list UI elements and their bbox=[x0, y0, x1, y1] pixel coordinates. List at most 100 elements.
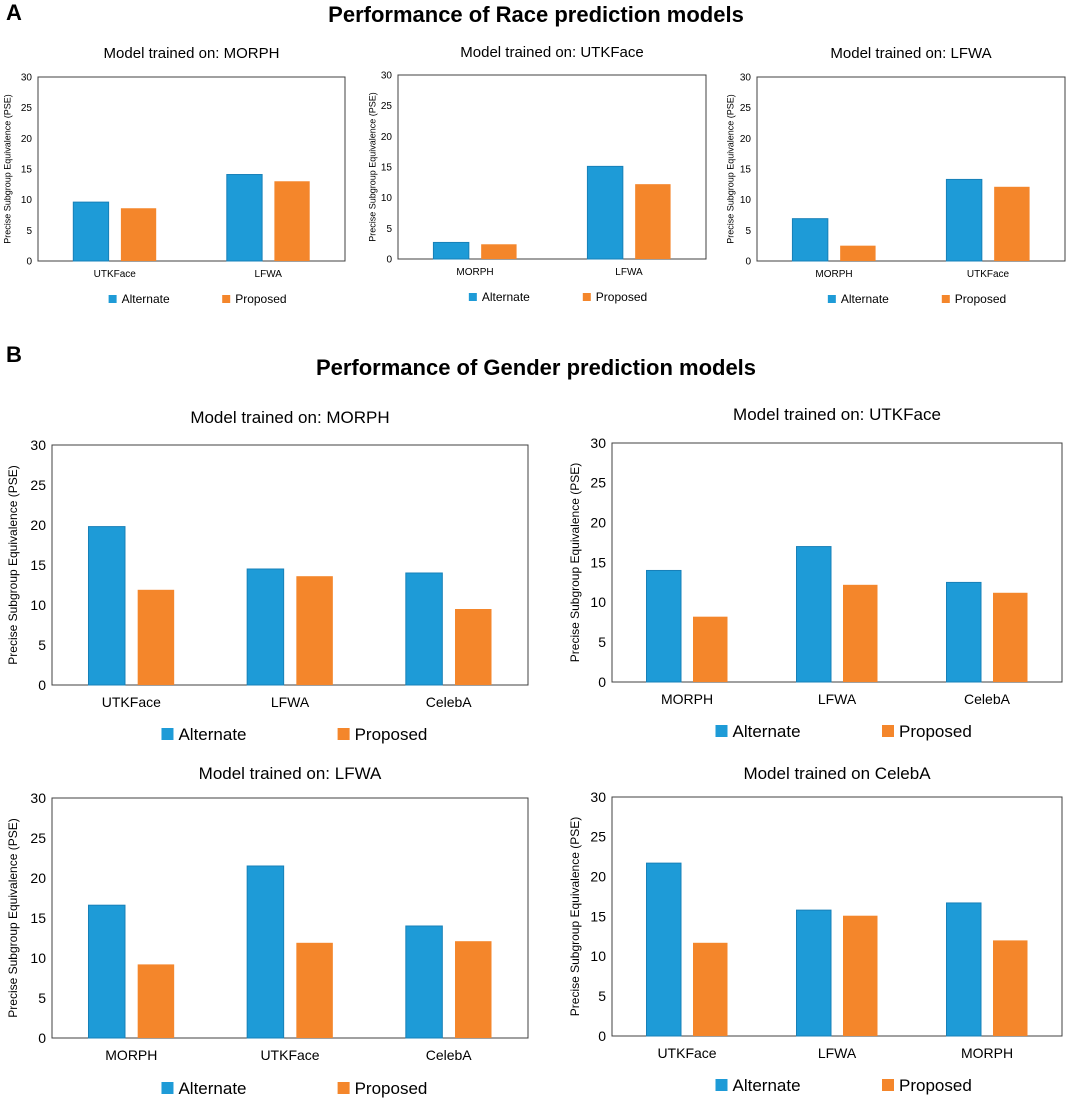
y-tick-label: 30 bbox=[30, 437, 46, 453]
x-tick-label: UTKFace bbox=[260, 1047, 319, 1063]
bar-proposed-celeba bbox=[455, 609, 492, 685]
y-tick-label: 0 bbox=[745, 257, 751, 268]
bar-proposed-morph bbox=[993, 940, 1028, 1036]
bar-alternate-morph bbox=[946, 902, 982, 1037]
x-tick-label: UTKFace bbox=[94, 269, 137, 280]
bar-alternate-morph bbox=[432, 241, 470, 260]
x-tick-label: UTKFace bbox=[967, 269, 1010, 280]
x-tick-label: MORPH bbox=[456, 267, 493, 278]
y-tick-label: 15 bbox=[30, 557, 46, 573]
bar-proposed-utkface bbox=[693, 942, 728, 1036]
x-tick-label: LFWA bbox=[255, 269, 283, 280]
y-tick-label: 5 bbox=[386, 224, 392, 235]
legend-swatch-proposed bbox=[941, 295, 950, 303]
y-tick-label: 25 bbox=[21, 103, 33, 114]
y-tick-label: 10 bbox=[30, 597, 46, 613]
legend-label-alternate: Alternate bbox=[178, 725, 246, 744]
bar-proposed-utkface bbox=[137, 589, 175, 685]
y-tick-label: 5 bbox=[598, 634, 606, 650]
legend-swatch-alternate bbox=[161, 728, 174, 740]
x-tick-label: MORPH bbox=[661, 691, 713, 707]
chart-title: Model trained on: UTKFace bbox=[733, 405, 941, 424]
x-tick-label: LFWA bbox=[615, 267, 643, 278]
legend-label-alternate: Alternate bbox=[482, 290, 530, 304]
y-tick-label: 25 bbox=[590, 829, 606, 845]
bar-alternate-morph bbox=[646, 569, 682, 683]
y-tick-label: 5 bbox=[38, 637, 46, 653]
bar-proposed-lfwa bbox=[843, 915, 878, 1036]
chart-title: Model trained on: LFWA bbox=[199, 764, 382, 783]
y-tick-label: 15 bbox=[590, 554, 606, 570]
y-tick-label: 5 bbox=[745, 226, 751, 237]
y-axis-label: Precise Subgroup Equivalence (PSE) bbox=[568, 817, 582, 1016]
y-tick-label: 20 bbox=[30, 870, 46, 886]
y-tick-label: 25 bbox=[381, 101, 393, 112]
legend-swatch-proposed bbox=[337, 728, 350, 740]
plot-frame bbox=[51, 797, 529, 1039]
plot-frame bbox=[37, 76, 346, 262]
x-tick-label: MORPH bbox=[961, 1045, 1013, 1061]
y-tick-label: 20 bbox=[30, 517, 46, 533]
panel-b-title: Performance of Gender prediction models bbox=[315, 355, 757, 380]
x-tick-label: LFWA bbox=[818, 1045, 857, 1061]
x-tick-label: CelebA bbox=[426, 694, 473, 710]
y-axis-label: Precise Subgroup Equivalence (PSE) bbox=[725, 94, 735, 244]
y-axis-label: Precise Subgroup Equivalence (PSE) bbox=[6, 465, 20, 664]
bar-proposed-lfwa bbox=[296, 576, 333, 685]
y-tick-label: 30 bbox=[30, 790, 46, 806]
x-tick-label: LFWA bbox=[271, 694, 310, 710]
y-tick-label: 20 bbox=[590, 869, 606, 885]
legend-label-proposed: Proposed bbox=[355, 1079, 428, 1098]
plot-frame bbox=[397, 74, 707, 260]
bar-alternate-utkface bbox=[72, 201, 110, 262]
y-tick-label: 0 bbox=[598, 674, 606, 690]
bar-proposed-lfwa bbox=[843, 584, 878, 682]
y-tick-label: 0 bbox=[386, 255, 392, 266]
bar-proposed-utkface bbox=[296, 942, 333, 1038]
y-tick-label: 10 bbox=[590, 948, 606, 964]
chart-title: Model trained on: MORPH bbox=[104, 45, 280, 62]
bar-alternate-celeba bbox=[405, 925, 443, 1039]
y-tick-label: 25 bbox=[590, 475, 606, 491]
y-tick-label: 5 bbox=[598, 988, 606, 1004]
y-tick-label: 0 bbox=[26, 257, 32, 268]
y-tick-label: 30 bbox=[590, 435, 606, 451]
legend-label-alternate: Alternate bbox=[733, 722, 801, 741]
bar-alternate-lfwa bbox=[226, 174, 263, 262]
bar-proposed-morph bbox=[137, 964, 175, 1038]
y-tick-label: 10 bbox=[381, 193, 393, 204]
bar-proposed-morph bbox=[693, 616, 728, 682]
legend-label-proposed: Proposed bbox=[235, 292, 286, 306]
bar-proposed-morph bbox=[840, 245, 876, 261]
bar-alternate-lfwa bbox=[246, 568, 285, 686]
panel-a-letter: A bbox=[6, 0, 22, 25]
legend-label-alternate: Alternate bbox=[841, 292, 889, 306]
y-tick-label: 0 bbox=[598, 1028, 606, 1044]
legend-swatch-proposed bbox=[337, 1082, 350, 1094]
plot-frame bbox=[51, 444, 529, 686]
y-axis-label: Precise Subgroup Equivalence (PSE) bbox=[6, 818, 20, 1017]
y-tick-label: 25 bbox=[30, 830, 46, 846]
y-tick-label: 15 bbox=[381, 163, 393, 174]
y-tick-label: 30 bbox=[740, 73, 752, 84]
bar-proposed-lfwa bbox=[635, 184, 671, 259]
bar-alternate-celeba bbox=[405, 572, 443, 686]
y-tick-label: 20 bbox=[21, 134, 33, 145]
y-tick-label: 10 bbox=[30, 950, 46, 966]
chart-title: Model trained on: MORPH bbox=[190, 408, 389, 427]
bar-alternate-utkface bbox=[87, 526, 126, 686]
y-tick-label: 15 bbox=[740, 165, 752, 176]
x-tick-label: MORPH bbox=[815, 269, 852, 280]
bar-proposed-utkface bbox=[120, 208, 157, 261]
legend-label-proposed: Proposed bbox=[899, 722, 972, 741]
y-tick-label: 15 bbox=[30, 910, 46, 926]
bar-proposed-morph bbox=[481, 244, 517, 259]
x-tick-label: LFWA bbox=[818, 691, 857, 707]
bar-alternate-celeba bbox=[946, 581, 982, 683]
